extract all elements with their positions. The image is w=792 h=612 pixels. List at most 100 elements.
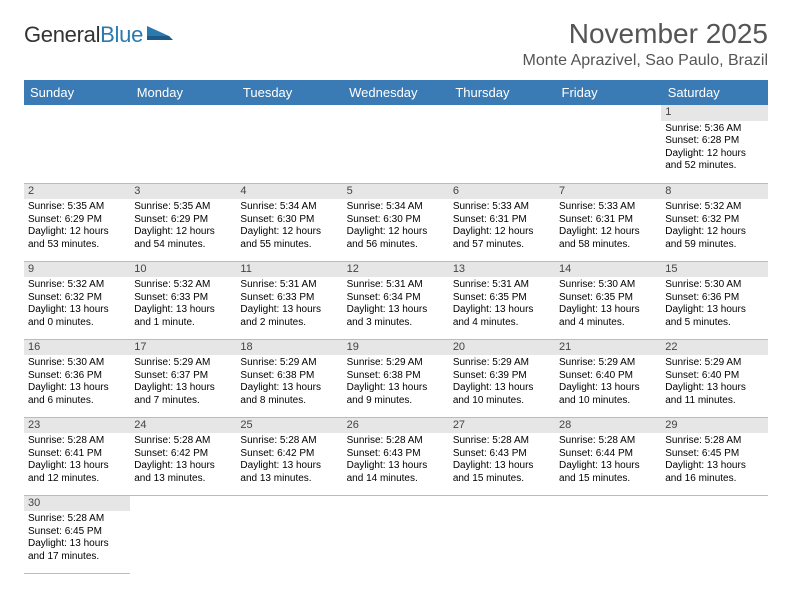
day-number: 30 bbox=[24, 496, 130, 512]
sunset-text: Sunset: 6:28 PM bbox=[665, 135, 763, 148]
day-info: Sunrise: 5:28 AMSunset: 6:43 PMDaylight:… bbox=[347, 435, 445, 485]
day-info: Sunrise: 5:28 AMSunset: 6:42 PMDaylight:… bbox=[134, 435, 232, 485]
sunset-text: Sunset: 6:35 PM bbox=[453, 292, 551, 305]
calendar-row: 2Sunrise: 5:35 AMSunset: 6:29 PMDaylight… bbox=[24, 183, 768, 261]
daylight-text: Daylight: 13 hours and 12 minutes. bbox=[28, 460, 126, 485]
logo: GeneralBlue bbox=[24, 22, 173, 48]
dayname-mon: Monday bbox=[130, 80, 236, 105]
day-info: Sunrise: 5:30 AMSunset: 6:36 PMDaylight:… bbox=[665, 279, 763, 329]
dayname-thu: Thursday bbox=[449, 80, 555, 105]
calendar-cell bbox=[555, 495, 661, 573]
calendar-cell: 18Sunrise: 5:29 AMSunset: 6:38 PMDayligh… bbox=[236, 339, 342, 417]
calendar-cell: 7Sunrise: 5:33 AMSunset: 6:31 PMDaylight… bbox=[555, 183, 661, 261]
calendar-cell: 10Sunrise: 5:32 AMSunset: 6:33 PMDayligh… bbox=[130, 261, 236, 339]
day-number: 25 bbox=[236, 418, 342, 434]
calendar-cell: 4Sunrise: 5:34 AMSunset: 6:30 PMDaylight… bbox=[236, 183, 342, 261]
daylight-text: Daylight: 12 hours and 56 minutes. bbox=[347, 226, 445, 251]
calendar-row: 23Sunrise: 5:28 AMSunset: 6:41 PMDayligh… bbox=[24, 417, 768, 495]
sunset-text: Sunset: 6:38 PM bbox=[240, 370, 338, 383]
day-info: Sunrise: 5:34 AMSunset: 6:30 PMDaylight:… bbox=[240, 201, 338, 251]
sunrise-text: Sunrise: 5:34 AM bbox=[347, 201, 445, 214]
daylight-text: Daylight: 13 hours and 9 minutes. bbox=[347, 382, 445, 407]
sunrise-text: Sunrise: 5:28 AM bbox=[453, 435, 551, 448]
sunset-text: Sunset: 6:45 PM bbox=[28, 526, 126, 539]
daylight-text: Daylight: 12 hours and 54 minutes. bbox=[134, 226, 232, 251]
sunrise-text: Sunrise: 5:31 AM bbox=[240, 279, 338, 292]
location-subtitle: Monte Aprazivel, Sao Paulo, Brazil bbox=[523, 52, 768, 70]
sunset-text: Sunset: 6:35 PM bbox=[559, 292, 657, 305]
day-info: Sunrise: 5:29 AMSunset: 6:40 PMDaylight:… bbox=[559, 357, 657, 407]
calendar-cell: 14Sunrise: 5:30 AMSunset: 6:35 PMDayligh… bbox=[555, 261, 661, 339]
daylight-text: Daylight: 13 hours and 11 minutes. bbox=[665, 382, 763, 407]
day-info: Sunrise: 5:31 AMSunset: 6:33 PMDaylight:… bbox=[240, 279, 338, 329]
day-info: Sunrise: 5:30 AMSunset: 6:35 PMDaylight:… bbox=[559, 279, 657, 329]
day-number: 19 bbox=[343, 340, 449, 356]
sunset-text: Sunset: 6:29 PM bbox=[134, 214, 232, 227]
day-number: 12 bbox=[343, 262, 449, 278]
day-info: Sunrise: 5:34 AMSunset: 6:30 PMDaylight:… bbox=[347, 201, 445, 251]
day-number: 15 bbox=[661, 262, 767, 278]
sunset-text: Sunset: 6:37 PM bbox=[134, 370, 232, 383]
calendar-cell bbox=[130, 495, 236, 573]
day-info: Sunrise: 5:32 AMSunset: 6:32 PMDaylight:… bbox=[28, 279, 126, 329]
sunset-text: Sunset: 6:43 PM bbox=[347, 448, 445, 461]
day-number: 3 bbox=[130, 184, 236, 200]
daylight-text: Daylight: 13 hours and 4 minutes. bbox=[559, 304, 657, 329]
calendar-header-row: Sunday Monday Tuesday Wednesday Thursday… bbox=[24, 80, 768, 105]
sunset-text: Sunset: 6:33 PM bbox=[134, 292, 232, 305]
calendar-cell bbox=[661, 495, 767, 573]
day-number: 23 bbox=[24, 418, 130, 434]
sunrise-text: Sunrise: 5:28 AM bbox=[347, 435, 445, 448]
day-info: Sunrise: 5:31 AMSunset: 6:34 PMDaylight:… bbox=[347, 279, 445, 329]
daylight-text: Daylight: 12 hours and 53 minutes. bbox=[28, 226, 126, 251]
sunrise-text: Sunrise: 5:28 AM bbox=[28, 435, 126, 448]
logo-word1: General bbox=[24, 22, 100, 47]
calendar-cell: 30Sunrise: 5:28 AMSunset: 6:45 PMDayligh… bbox=[24, 495, 130, 573]
flag-icon bbox=[147, 24, 173, 47]
sunrise-text: Sunrise: 5:32 AM bbox=[134, 279, 232, 292]
day-number: 14 bbox=[555, 262, 661, 278]
dayname-wed: Wednesday bbox=[343, 80, 449, 105]
sunset-text: Sunset: 6:38 PM bbox=[347, 370, 445, 383]
day-info: Sunrise: 5:33 AMSunset: 6:31 PMDaylight:… bbox=[559, 201, 657, 251]
logo-text: GeneralBlue bbox=[24, 22, 143, 48]
calendar-cell: 29Sunrise: 5:28 AMSunset: 6:45 PMDayligh… bbox=[661, 417, 767, 495]
sunset-text: Sunset: 6:32 PM bbox=[28, 292, 126, 305]
sunrise-text: Sunrise: 5:29 AM bbox=[240, 357, 338, 370]
sunrise-text: Sunrise: 5:29 AM bbox=[134, 357, 232, 370]
sunset-text: Sunset: 6:43 PM bbox=[453, 448, 551, 461]
sunrise-text: Sunrise: 5:33 AM bbox=[453, 201, 551, 214]
calendar-cell: 26Sunrise: 5:28 AMSunset: 6:43 PMDayligh… bbox=[343, 417, 449, 495]
sunset-text: Sunset: 6:44 PM bbox=[559, 448, 657, 461]
sunset-text: Sunset: 6:31 PM bbox=[559, 214, 657, 227]
calendar-cell: 2Sunrise: 5:35 AMSunset: 6:29 PMDaylight… bbox=[24, 183, 130, 261]
day-info: Sunrise: 5:32 AMSunset: 6:33 PMDaylight:… bbox=[134, 279, 232, 329]
day-info: Sunrise: 5:28 AMSunset: 6:45 PMDaylight:… bbox=[28, 513, 126, 563]
day-number: 1 bbox=[661, 105, 767, 121]
calendar-cell: 27Sunrise: 5:28 AMSunset: 6:43 PMDayligh… bbox=[449, 417, 555, 495]
day-number: 8 bbox=[661, 184, 767, 200]
dayname-fri: Friday bbox=[555, 80, 661, 105]
sunset-text: Sunset: 6:31 PM bbox=[453, 214, 551, 227]
day-info: Sunrise: 5:28 AMSunset: 6:44 PMDaylight:… bbox=[559, 435, 657, 485]
daylight-text: Daylight: 13 hours and 1 minute. bbox=[134, 304, 232, 329]
daylight-text: Daylight: 13 hours and 7 minutes. bbox=[134, 382, 232, 407]
sunrise-text: Sunrise: 5:34 AM bbox=[240, 201, 338, 214]
day-number: 21 bbox=[555, 340, 661, 356]
calendar-cell: 21Sunrise: 5:29 AMSunset: 6:40 PMDayligh… bbox=[555, 339, 661, 417]
daylight-text: Daylight: 13 hours and 17 minutes. bbox=[28, 538, 126, 563]
calendar-row: 30Sunrise: 5:28 AMSunset: 6:45 PMDayligh… bbox=[24, 495, 768, 573]
day-info: Sunrise: 5:29 AMSunset: 6:39 PMDaylight:… bbox=[453, 357, 551, 407]
day-number: 24 bbox=[130, 418, 236, 434]
calendar-row: 1Sunrise: 5:36 AMSunset: 6:28 PMDaylight… bbox=[24, 105, 768, 183]
calendar-cell bbox=[24, 105, 130, 183]
calendar-cell: 24Sunrise: 5:28 AMSunset: 6:42 PMDayligh… bbox=[130, 417, 236, 495]
calendar-cell: 22Sunrise: 5:29 AMSunset: 6:40 PMDayligh… bbox=[661, 339, 767, 417]
sunrise-text: Sunrise: 5:35 AM bbox=[134, 201, 232, 214]
sunset-text: Sunset: 6:40 PM bbox=[665, 370, 763, 383]
calendar-cell: 5Sunrise: 5:34 AMSunset: 6:30 PMDaylight… bbox=[343, 183, 449, 261]
sunset-text: Sunset: 6:36 PM bbox=[28, 370, 126, 383]
calendar-cell: 6Sunrise: 5:33 AMSunset: 6:31 PMDaylight… bbox=[449, 183, 555, 261]
calendar-cell: 8Sunrise: 5:32 AMSunset: 6:32 PMDaylight… bbox=[661, 183, 767, 261]
day-number: 22 bbox=[661, 340, 767, 356]
